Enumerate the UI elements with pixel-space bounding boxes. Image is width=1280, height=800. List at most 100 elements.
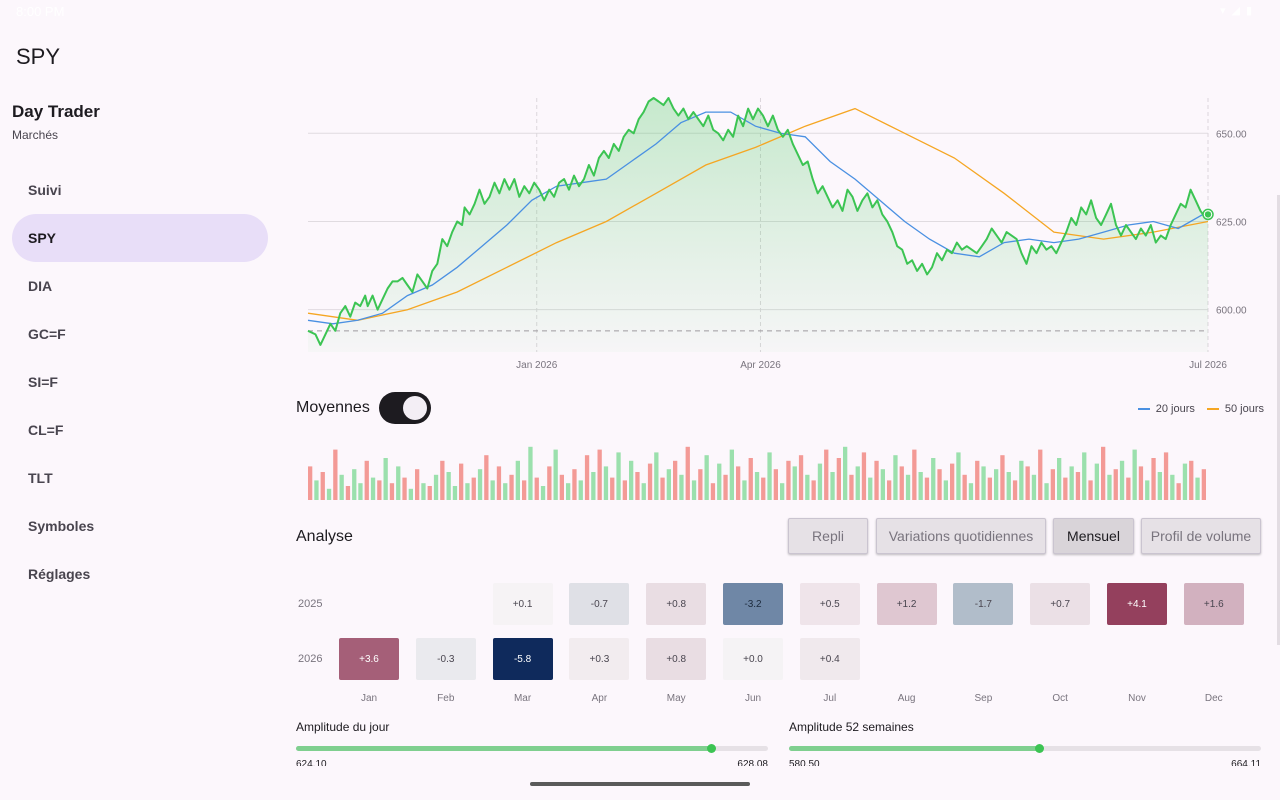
volume-bar [843, 446, 848, 500]
wifi-icon: ▾ [1219, 5, 1226, 17]
heatmap-cell-2025-dec[interactable]: +1.6 [1183, 583, 1244, 625]
volume-bar [1025, 466, 1030, 500]
variations-quotidiennes-button[interactable]: Variations quotidiennes [876, 518, 1046, 554]
volume-bar [490, 480, 495, 500]
heatmap-cell-2026-feb[interactable]: -0.3 [415, 638, 476, 680]
month-label: Dec [1204, 693, 1223, 704]
volume-bar [629, 460, 634, 500]
status-time: 8:00 PM [16, 4, 65, 19]
nav-item-symboles[interactable]: Symboles [28, 518, 95, 534]
volume-bar [1000, 455, 1005, 500]
volume-bar [1113, 469, 1118, 500]
battery-icon: ▮ [1245, 5, 1252, 17]
volume-bar [446, 472, 451, 500]
nav-subtitle: Marchés [12, 128, 59, 142]
nav-item-tlt[interactable]: TLT [28, 470, 53, 486]
volume-bar [528, 446, 533, 500]
nav-item-reglages[interactable]: Réglages [28, 566, 91, 582]
volume-bar [1012, 480, 1018, 500]
heatmap-cell-2026-mar[interactable]: -5.8 [492, 638, 553, 680]
price-chart-svg[interactable]: 650.00 625.00 600.00 Jan 2026 Apr 2026 Jul 20… [290, 90, 1280, 380]
mensuel-button[interactable]: Mensuel [1053, 518, 1134, 554]
volume-bar [1182, 463, 1188, 500]
volume-bar [352, 469, 357, 500]
volume-bar [484, 455, 489, 500]
week52-range-high: 664.11 [1231, 759, 1261, 770]
volume-bar [415, 469, 420, 500]
nav-item-suivi[interactable]: Suivi [28, 182, 62, 198]
page-title: SPY [16, 44, 61, 69]
heatmap-cell-2025-nov[interactable]: +4.1 [1107, 583, 1167, 625]
volume-bar [547, 466, 552, 500]
heatmap-cell-2026-jan[interactable]: +3.6 [339, 638, 399, 680]
repli-button[interactable]: Repli [788, 518, 868, 554]
volume-bar [603, 466, 609, 500]
volume-bar [522, 480, 527, 500]
heatmap-cell-2025-mar[interactable]: +0.1 [492, 583, 553, 625]
heatmap-cell-2026-jul[interactable]: +0.4 [799, 638, 860, 680]
volume-bar [679, 474, 684, 500]
volume-bar [402, 477, 407, 500]
volume-bar [1006, 472, 1011, 500]
nav-item-sif[interactable]: SI=F [28, 374, 58, 390]
ma50-line [307, 107, 1209, 321]
heatmap-cell-2025-jun[interactable]: -3.2 [723, 583, 783, 625]
volume-bar [1088, 480, 1093, 500]
volume-bar [1031, 474, 1037, 500]
volume-bar [1044, 483, 1049, 500]
volume-bar [1189, 460, 1194, 500]
volume-bar [515, 460, 520, 500]
volume-bar [1063, 477, 1068, 500]
volume-bar [1138, 466, 1144, 500]
x-tick-label: Apr 2026 [740, 360, 781, 371]
volume-bar [723, 474, 728, 500]
volume-bar [956, 452, 961, 500]
volume-bar [950, 463, 955, 500]
volume-bar [1082, 452, 1087, 500]
volume-bar [685, 446, 690, 500]
heatmap-cell-2025-may[interactable]: +0.8 [646, 583, 707, 625]
legend-ma50-label: 50 jours [1224, 403, 1264, 415]
volume-bar [616, 452, 621, 500]
ma20-line [307, 111, 1208, 325]
volume-bar [811, 480, 816, 500]
nav-item-gcf[interactable]: GC=F [28, 326, 66, 342]
legend-ma50: 50 jours [1206, 403, 1264, 415]
month-label: Aug [897, 693, 916, 704]
nav-item-dia[interactable]: DIA [28, 278, 53, 294]
moyennes-toggle[interactable] [379, 392, 431, 424]
volume-bar [1038, 449, 1043, 500]
scrollbar[interactable] [1277, 195, 1280, 645]
legend-ma50-swatch [1206, 408, 1219, 410]
nav-item-spy[interactable]: SPY [12, 214, 268, 262]
status-icons: ▾ ◢ ▮ [1220, 4, 1252, 17]
volume-bar [994, 469, 999, 500]
profil-de-volume-button[interactable]: Profil de volume [1141, 518, 1261, 554]
month-label: Nov [1128, 693, 1146, 704]
heatmap-cell-2025-apr[interactable]: -0.7 [569, 583, 630, 625]
volume-bar [1176, 483, 1181, 500]
heatmap-cell-2026-jun[interactable]: +0.0 [723, 638, 783, 680]
heatmap-cell-2026-apr[interactable]: +0.3 [569, 638, 630, 680]
volume-bar [622, 480, 627, 500]
volume-bar [597, 449, 602, 500]
nav-item-clf[interactable]: CL=F [28, 422, 64, 438]
heatmap-cell-2025-oct[interactable]: +0.7 [1030, 583, 1091, 625]
week52-range-marker [1035, 744, 1045, 753]
volume-bar [1163, 452, 1169, 500]
volume-bar [817, 463, 823, 500]
volume-bar [1069, 466, 1074, 500]
volume-bar [358, 483, 363, 500]
volume-bar [1119, 460, 1125, 500]
volume-bar [887, 480, 892, 500]
heatmap-cell-2026-may[interactable]: +0.8 [646, 638, 707, 680]
week52-range: Amplitude 52 semaines 580.50 664.11 [789, 720, 1261, 771]
volume-bar [610, 477, 615, 500]
heatmap-cell-2025-jul[interactable]: +0.5 [799, 583, 860, 625]
volume-bar [333, 449, 338, 500]
heatmap-cell-2025-sep[interactable]: -1.7 [953, 583, 1014, 625]
price-chart[interactable]: 650.00 625.00 600.00 Jan 2026 Apr 2026 Jul 20… [290, 90, 1280, 380]
home-indicator[interactable] [530, 782, 750, 786]
heatmap-cell-2025-aug[interactable]: +1.2 [876, 583, 937, 625]
volume-bar [1201, 469, 1206, 500]
